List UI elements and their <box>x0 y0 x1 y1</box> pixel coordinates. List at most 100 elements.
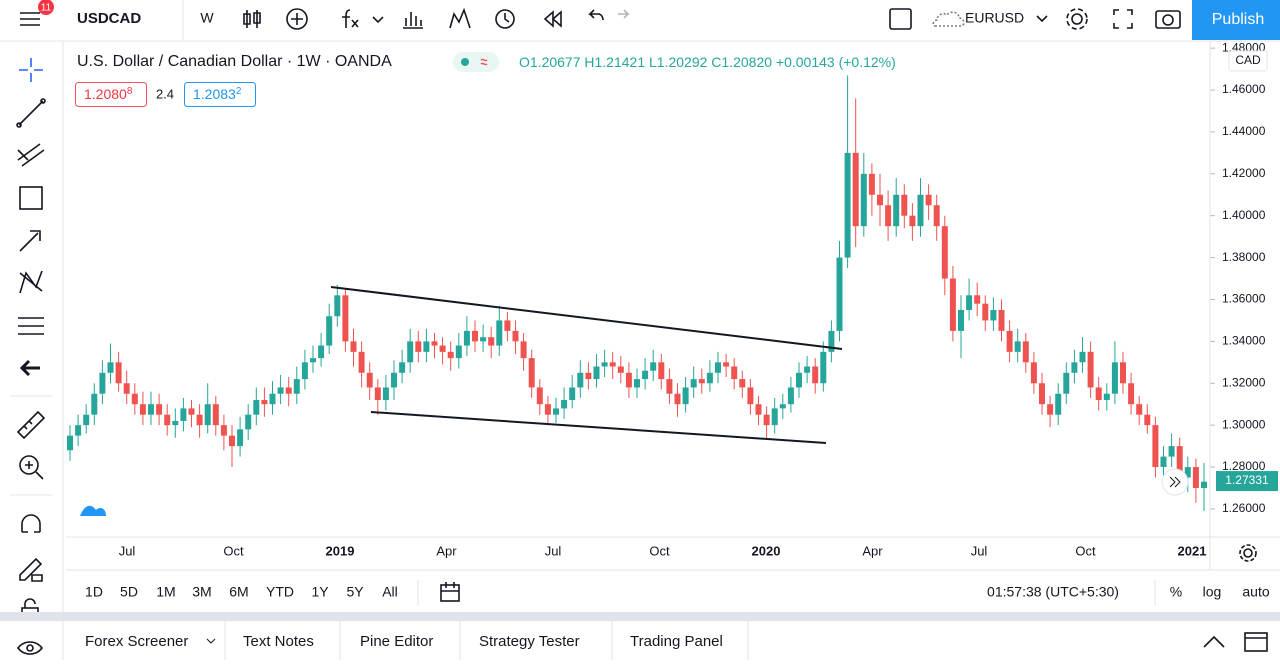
candle-body <box>982 303 989 321</box>
candle-body <box>1184 467 1191 478</box>
candle-body <box>544 404 551 415</box>
candle-body <box>1136 404 1143 415</box>
candle-body <box>91 393 98 415</box>
candle-body <box>391 372 397 388</box>
tab[interactable]: Pine Editor <box>360 633 433 650</box>
buy-price[interactable]: 1.20832 <box>193 86 242 102</box>
candle-body <box>326 316 333 346</box>
x-tick-label: 2021 <box>1178 543 1207 558</box>
toolbar-icons[interactable] <box>243 7 1181 30</box>
tab[interactable]: Forex Screener <box>85 633 188 650</box>
percent-toggle[interactable]: % <box>1170 584 1182 600</box>
range-button[interactable]: 5D <box>120 584 138 600</box>
candle-body <box>804 366 811 373</box>
range-button[interactable]: YTD <box>266 584 294 600</box>
sell-pip[interactable]: 8 <box>127 86 133 97</box>
sell-button[interactable] <box>75 82 147 107</box>
candle-body <box>536 387 543 405</box>
high: H1.21421 <box>584 54 645 70</box>
currency: CAD <box>1235 53 1261 67</box>
candle-body <box>1047 404 1054 415</box>
menu-button[interactable] <box>20 12 40 26</box>
interval[interactable]: W <box>200 10 214 26</box>
range-button[interactable]: 6M <box>229 584 248 600</box>
logo <box>80 505 106 516</box>
publish-label[interactable]: Publish <box>1212 11 1264 28</box>
compare-symbol[interactable]: EURUSD <box>965 10 1024 26</box>
tab[interactable]: Text Notes <box>243 633 314 650</box>
candle-body <box>496 320 503 346</box>
candle-body <box>1201 481 1207 488</box>
candle-body <box>796 372 802 388</box>
sell-main[interactable]: 1.2080 <box>84 86 127 102</box>
tab-chevron[interactable] <box>206 638 216 644</box>
y-tick-label: 1.40000 <box>1222 208 1266 222</box>
drawing-tools[interactable] <box>16 58 46 655</box>
status-pill <box>453 52 499 72</box>
symbol[interactable]: USDCAD <box>77 10 141 27</box>
tab[interactable]: Strategy Tester <box>479 633 580 650</box>
candle-body <box>990 309 997 321</box>
y-tick-label: 1.46000 <box>1222 82 1266 96</box>
maximize-button[interactable] <box>1244 632 1268 652</box>
date-range-icon[interactable] <box>440 582 460 602</box>
sell-price[interactable]: 1.20808 <box>84 86 133 102</box>
candle-body <box>706 372 713 384</box>
candle-body <box>958 309 964 331</box>
open: O1.20677 <box>519 54 581 70</box>
candle-body <box>966 295 973 310</box>
candle-body <box>204 404 211 426</box>
buy-button[interactable] <box>184 82 256 107</box>
tab[interactable]: Trading Panel <box>630 633 723 650</box>
candle-body <box>245 414 252 430</box>
candle-body <box>836 257 843 331</box>
candle-body <box>472 330 478 342</box>
candle-body <box>682 387 689 405</box>
low: L1.20292 <box>649 54 708 70</box>
range-button[interactable]: 1D <box>85 584 103 600</box>
candle-body <box>374 387 381 401</box>
auto-toggle[interactable]: auto <box>1242 584 1269 600</box>
candle-body <box>253 400 260 415</box>
candle-body <box>1030 362 1037 384</box>
candle-body <box>1192 467 1199 488</box>
range-button[interactable]: 5Y <box>346 584 364 600</box>
settings[interactable] <box>1239 544 1257 562</box>
range-buttons: 1D 5D 1M 3M 6M YTD 1Y 5Y All <box>85 584 398 600</box>
x-tick-label: Apr <box>436 543 457 558</box>
candle-body <box>1087 351 1094 388</box>
candle-body <box>779 404 786 409</box>
range-button[interactable]: 1M <box>156 584 175 600</box>
left-toolbar <box>0 42 62 660</box>
candle-body <box>455 345 462 359</box>
buy-pip[interactable]: 2 <box>236 86 242 97</box>
badge-count: 11 <box>41 3 52 14</box>
candle-body <box>504 320 511 331</box>
scroll-icon[interactable] <box>1169 476 1181 488</box>
x-tick-label: Jul <box>545 543 562 558</box>
candle-body <box>520 341 527 359</box>
plot-area: 1.26000 1.28000 1.30000 1.32000 1.34000 1.360… <box>67 40 1278 558</box>
publish-button[interactable] <box>1192 0 1280 40</box>
range-button[interactable]: 3M <box>192 584 211 600</box>
candle-body <box>609 362 616 367</box>
x-tick-label: 2019 <box>326 543 355 558</box>
candle-body <box>488 337 495 346</box>
currency-box <box>1228 50 1268 72</box>
candle-body <box>188 408 195 415</box>
candle-body <box>941 226 948 279</box>
range-button[interactable]: All <box>382 584 398 600</box>
candle-body <box>569 387 576 401</box>
candle-body <box>1144 414 1151 426</box>
candle-body <box>917 194 924 227</box>
buy-main[interactable]: 1.2083 <box>193 86 236 102</box>
candle-body <box>909 215 916 227</box>
candle-body <box>407 341 414 363</box>
collapse-button[interactable] <box>1203 635 1225 648</box>
candle-body <box>690 379 697 388</box>
candle-body <box>998 309 1005 331</box>
range-button[interactable]: 1Y <box>311 584 329 600</box>
log-toggle[interactable]: log <box>1203 584 1222 600</box>
candle-body <box>901 194 908 216</box>
candle-body <box>844 152 851 258</box>
